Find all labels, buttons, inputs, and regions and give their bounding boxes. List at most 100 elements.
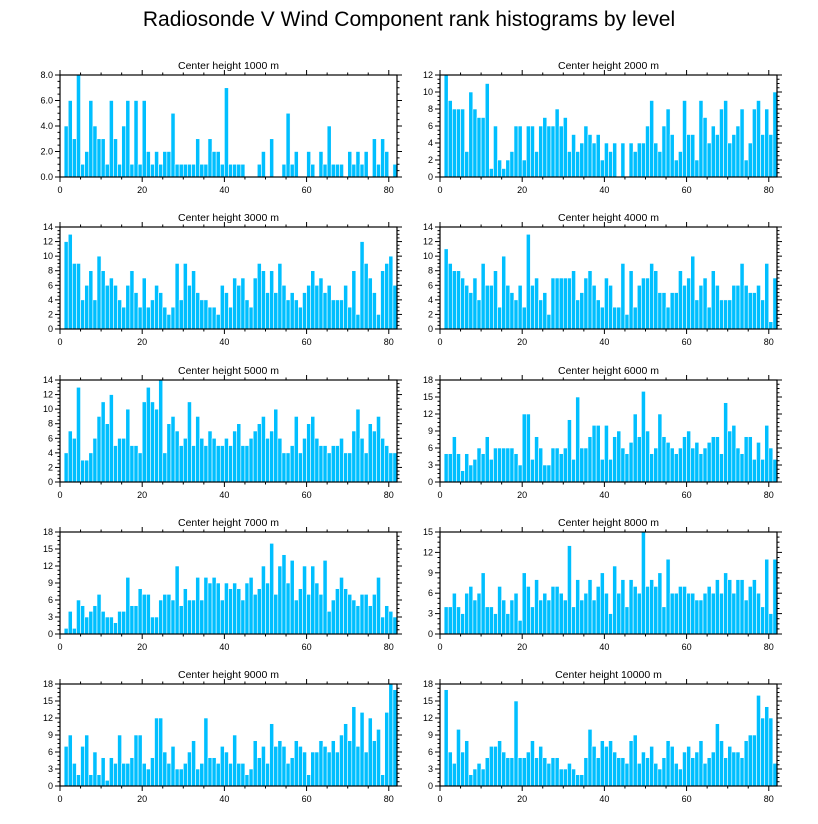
bar [88,100,94,178]
bar [530,740,535,787]
bar [117,163,122,178]
bar [380,437,385,483]
bar [113,138,118,178]
bar [505,613,511,635]
bar [347,151,353,178]
bar [538,299,544,330]
x-tick-label: 20 [517,794,527,804]
bar [388,611,394,635]
bar [104,616,110,635]
bar [525,586,531,635]
bar [501,751,507,787]
bar [484,757,490,787]
y-tick-label: 6.0 [40,96,53,106]
y-tick-label: 0 [48,324,53,334]
bar [542,592,548,635]
panel-3: Center height 3000 m 0 20 40 60 80 0 2 4 6 8 10 12 14 [43,212,402,347]
bar [109,394,114,483]
bar [616,592,622,635]
bar [550,757,556,787]
bar [392,163,398,178]
bar [443,74,449,178]
bar [293,416,299,483]
bar [125,577,131,635]
y-tick-label: 18 [423,375,433,385]
bar [517,125,523,178]
y-tick-label: 12 [423,237,433,247]
x-tick-label: 80 [764,337,774,347]
bar [682,586,687,635]
bar [604,142,609,178]
y-tick-label: 12 [423,713,433,723]
bar [505,284,511,330]
bar [289,292,295,330]
bar [195,138,201,178]
bar [318,594,324,635]
bar [608,151,613,178]
bar [443,689,449,787]
bar [207,430,213,483]
bar [723,572,728,635]
bar [335,751,340,787]
bar [468,586,474,635]
bar [166,594,172,635]
bar [182,263,188,330]
bar [669,447,675,483]
bar [265,437,270,483]
bar [509,292,515,330]
bar [764,425,770,483]
x-tick-label: 0 [57,185,62,195]
bar [72,263,77,330]
bar [456,108,461,178]
bar [715,284,720,330]
bar [735,751,741,787]
bar [678,151,683,178]
panel-7: Center height 7000 m 0 20 40 60 80 0 3 6 9 12 15 18 [43,517,402,652]
bar [616,757,622,787]
bar [76,263,81,330]
bar [550,586,556,635]
bar [530,284,535,330]
bar [146,386,151,483]
bar [322,746,328,787]
bar [117,611,122,635]
bar [219,746,225,787]
bar [764,558,770,635]
x-tick-label: 60 [302,642,312,652]
bar [472,277,478,330]
bar [595,425,601,483]
bar [768,134,774,178]
bar [641,277,646,330]
bar [203,717,209,787]
y-tick-label: 9 [428,730,433,740]
x-tick-label: 0 [57,794,62,804]
bar [747,436,753,483]
bar [657,572,663,635]
bar [497,159,502,178]
bar [583,277,589,330]
bar [219,284,225,330]
bar [166,151,172,178]
bar [694,299,700,330]
bar [121,437,127,483]
bar [141,594,147,635]
bar [710,125,716,178]
bar [575,151,581,178]
bar [501,447,507,483]
bar [484,436,490,483]
bar [452,108,457,178]
bar [240,445,246,483]
bar [575,299,581,330]
bar [289,757,295,787]
bar [661,436,667,483]
bar [240,277,246,330]
bar [723,402,728,483]
bar [355,314,361,330]
bar [673,159,679,178]
bar [743,740,749,787]
bar [133,605,139,635]
bar [665,442,671,483]
bar [497,586,502,635]
x-tick-label: 20 [517,337,527,347]
bar [285,763,291,787]
